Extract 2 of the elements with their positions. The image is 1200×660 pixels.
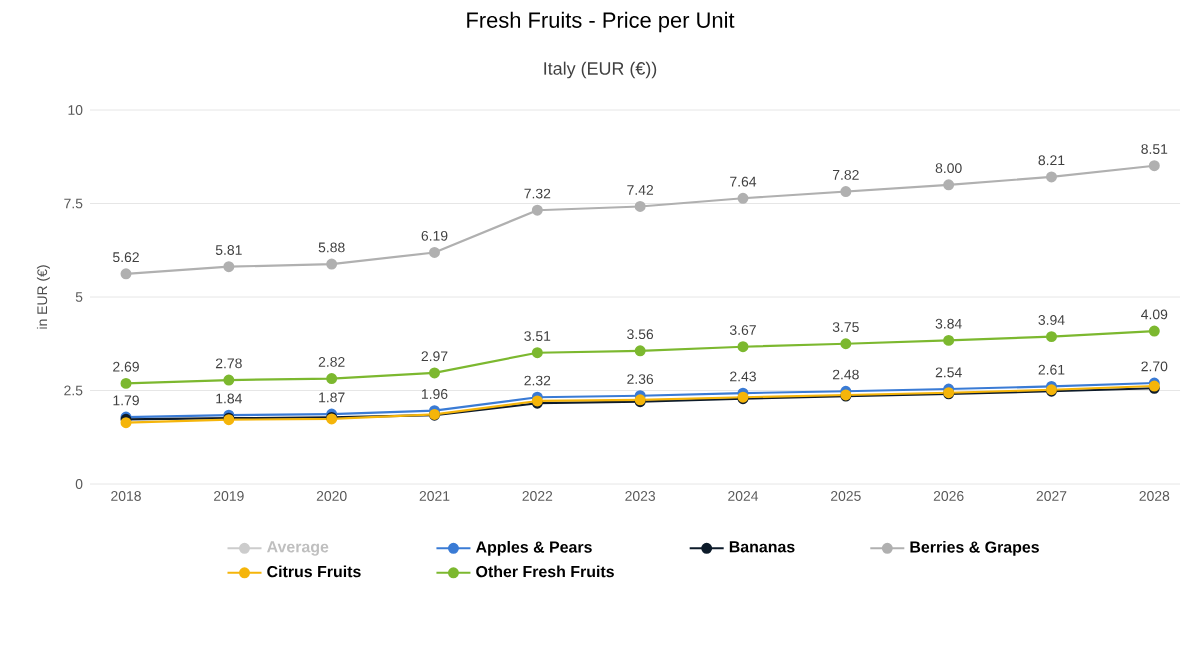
chart-title: Fresh Fruits - Price per Unit	[467, 11, 735, 33]
chart-subtitle: Italy (EUR (€))	[544, 61, 657, 79]
